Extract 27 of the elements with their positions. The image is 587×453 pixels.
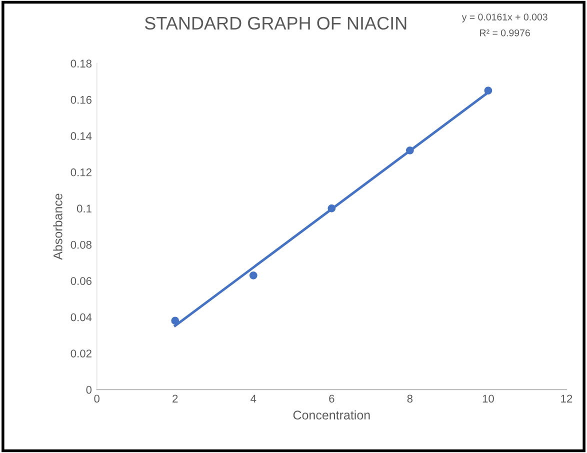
y-tick-label: 0.06 [70, 277, 92, 285]
x-axis-title: Concentration [293, 410, 370, 420]
x-tick-label: 2 [172, 394, 178, 402]
point [171, 316, 180, 325]
x-tick-label: 10 [482, 394, 494, 403]
y-axis-title: Absorbance [53, 194, 62, 260]
text: y = 0.0161x + 0.003 [462, 14, 548, 22]
y-tick-label: 0 [86, 386, 92, 394]
y-tick-label: 0.02 [70, 350, 92, 358]
x-tick-label: 6 [329, 394, 334, 403]
y-tick-label: 0.1 [76, 204, 92, 213]
y-tick-label: 0.16 [70, 96, 92, 104]
y-tick-label: 0.18 [70, 60, 92, 68]
text: R² = 0.9976 [480, 29, 530, 36]
point [406, 146, 414, 154]
point [328, 204, 336, 212]
y-tick-label: 0.12 [70, 168, 92, 176]
y-tick-label: 0.04 [70, 313, 92, 322]
x-tick-label: 4 [250, 394, 256, 402]
y-tick-label: 0.08 [70, 240, 92, 249]
point [249, 271, 258, 280]
x-tick-label: 0 [94, 394, 100, 403]
chart-title: STANDARD GRAPH OF NIACIN [144, 16, 406, 30]
x-tick-label: 8 [407, 394, 413, 403]
y-tick-label: 0.14 [70, 132, 92, 140]
point [484, 86, 492, 95]
x-tick-label: 12 [561, 394, 572, 402]
